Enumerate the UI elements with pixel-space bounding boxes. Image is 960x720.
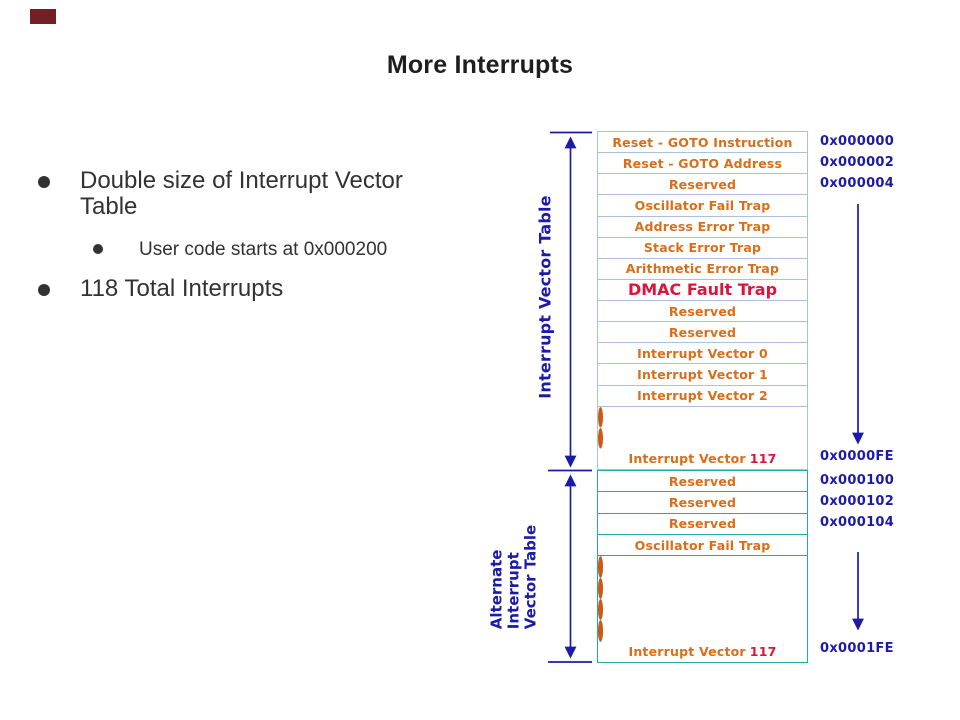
aivt-axis-label-line: Alternate bbox=[487, 549, 506, 630]
vector-row-label: Reserved bbox=[668, 473, 737, 489]
address-label: 0x000104 bbox=[820, 515, 895, 530]
ellipsis-row bbox=[598, 427, 603, 449]
vector-row-label: Interrupt Vector bbox=[628, 644, 746, 660]
alternate-interrupt-vector-table: Reserved Reserved Reserved Oscillator Fail … bbox=[597, 470, 808, 663]
vector-table-row: Reset - GOTO Address bbox=[598, 153, 807, 175]
vector-table-row: Reserved bbox=[598, 322, 807, 344]
ellipsis-row bbox=[598, 556, 603, 578]
vector-table-row: Reserved bbox=[598, 174, 807, 196]
vector-table-row: Stack Error Trap bbox=[598, 238, 807, 259]
ellipsis-dot bbox=[598, 606, 603, 612]
vector-row-label: Reserved bbox=[668, 324, 737, 340]
address-label: 0x000000 bbox=[820, 134, 895, 149]
vector-row-label: Reserved bbox=[668, 494, 737, 510]
address-label: 0x000002 bbox=[820, 155, 895, 170]
interrupt-vector-table: Reset - GOTO Instruction Reset - GOTO Add… bbox=[597, 131, 808, 470]
address-label: 0x0001FE bbox=[820, 641, 894, 656]
vector-table-row: Reset - GOTO Instruction bbox=[598, 132, 807, 154]
page-title: More Interrupts bbox=[386, 51, 574, 79]
ellipsis-row bbox=[598, 598, 603, 621]
bullet-item: 118 Total Interrupts bbox=[33, 276, 463, 302]
vector-row-label: Reserved bbox=[668, 176, 737, 192]
bullet-text: User code starts at 0x000200 bbox=[139, 239, 388, 260]
vector-row-number: 117 bbox=[749, 451, 777, 467]
bullet-icon bbox=[38, 284, 50, 296]
vector-table-row: Oscillator Fail Trap bbox=[598, 195, 807, 217]
ellipsis-row bbox=[598, 406, 603, 428]
vector-table-row: Interrupt Vector 1 bbox=[598, 364, 807, 386]
vector-table-row: Oscillator Fail Trap bbox=[598, 535, 807, 557]
vector-row-number: 117 bbox=[749, 644, 777, 660]
vector-table-row: Interrupt Vector 117 bbox=[598, 449, 807, 469]
vector-table-row: Address Error Trap bbox=[598, 217, 807, 238]
vector-table-row: Reserved bbox=[598, 301, 807, 323]
vector-table-row: Arithmetic Error Trap bbox=[598, 259, 807, 280]
bullet-text: Double size of Interrupt Vector Table bbox=[80, 167, 403, 220]
vector-row-label: Stack Error Trap bbox=[643, 240, 762, 256]
vector-row-label: Interrupt Vector 0 bbox=[637, 345, 768, 361]
address-label: 0x0000FE bbox=[820, 449, 894, 464]
vector-row-label: Oscillator Fail Trap bbox=[634, 537, 771, 553]
vector-table-row: Interrupt Vector 2 bbox=[598, 386, 807, 407]
address-label: 0x000102 bbox=[820, 494, 895, 509]
vector-table-row: Interrupt Vector 117 bbox=[598, 642, 807, 662]
bullet-item: Double size of Interrupt Vector Table bbox=[33, 168, 463, 220]
corner-mark bbox=[30, 9, 56, 24]
vector-table-row: Reserved bbox=[598, 471, 807, 493]
bullet-icon bbox=[38, 176, 50, 188]
aivt-axis-label-line: Vector Table bbox=[521, 524, 540, 630]
vector-table-row: Interrupt Vector 0 bbox=[598, 343, 807, 365]
vector-row-label: Interrupt Vector 2 bbox=[637, 388, 768, 404]
ellipsis-row bbox=[598, 620, 603, 642]
bullet-subitem: User code starts at 0x000200 bbox=[93, 239, 463, 260]
vector-table-row: DMAC Fault Trap bbox=[598, 280, 807, 301]
aivt-axis-label: Alternate Interrupt Vector Table bbox=[487, 524, 540, 630]
vector-row-label: Reset - GOTO Instruction bbox=[612, 134, 793, 150]
vector-row-label: Address Error Trap bbox=[634, 219, 771, 235]
vector-table-row: Reserved bbox=[598, 492, 807, 514]
bullet-list: Double size of Interrupt Vector Table Us… bbox=[33, 168, 463, 302]
bullet-icon bbox=[93, 244, 103, 254]
vector-row-label: Arithmetic Error Trap bbox=[625, 261, 780, 277]
ivt-axis-label: Interrupt Vector Table bbox=[535, 195, 555, 399]
vector-row-label: Reserved bbox=[668, 303, 737, 319]
vector-row-label: Oscillator Fail Trap bbox=[634, 197, 771, 213]
address-label: 0x000100 bbox=[820, 473, 895, 488]
ellipsis-dot bbox=[598, 585, 603, 591]
ellipsis-row bbox=[598, 577, 603, 599]
aivt-axis-label-line: Interrupt bbox=[504, 552, 523, 630]
vector-row-label: Reset - GOTO Address bbox=[622, 155, 783, 171]
ellipsis-dot bbox=[598, 435, 603, 441]
ellipsis-dot bbox=[598, 563, 603, 569]
vector-row-label: Interrupt Vector bbox=[628, 451, 746, 467]
vector-table-row: Reserved bbox=[598, 514, 807, 535]
address-label: 0x000004 bbox=[820, 176, 895, 191]
ellipsis-dot bbox=[598, 414, 603, 420]
bullet-text: 118 Total Interrupts bbox=[80, 275, 284, 302]
vector-row-label: Interrupt Vector 1 bbox=[637, 366, 768, 382]
ellipsis-dot bbox=[598, 627, 603, 633]
vector-row-label: DMAC Fault Trap bbox=[627, 280, 778, 300]
vector-row-label: Reserved bbox=[668, 516, 737, 532]
